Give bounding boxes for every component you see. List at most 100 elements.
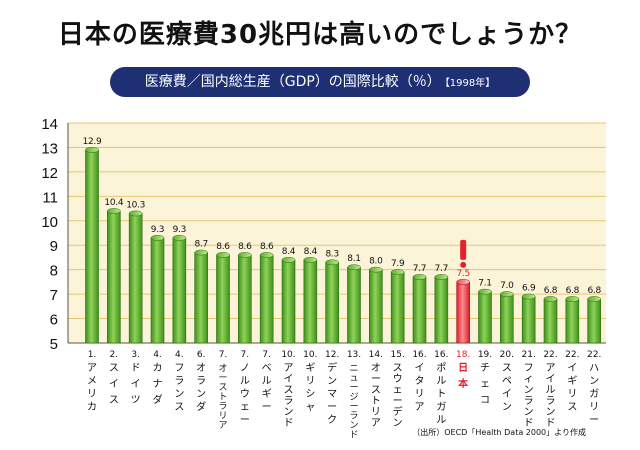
bar bbox=[543, 298, 558, 344]
x-category-char: ギ bbox=[262, 388, 272, 400]
bar-cap bbox=[434, 274, 449, 280]
chart-subtitle-year: 【1998年】 bbox=[444, 78, 496, 89]
x-rank-label: 20. bbox=[500, 350, 514, 360]
x-category-char: ノ bbox=[240, 363, 250, 374]
x-rank-label: 7. bbox=[262, 350, 271, 360]
x-category-char: ュ bbox=[349, 374, 358, 384]
x-category-char: デ bbox=[393, 405, 403, 418]
x-category-char: リ bbox=[567, 389, 577, 400]
x-category-char: ン bbox=[174, 389, 184, 400]
x-category-char: フ bbox=[174, 363, 184, 374]
bar-cap bbox=[150, 235, 165, 241]
x-category-char: シ bbox=[305, 389, 315, 400]
x-category-char: ン bbox=[524, 385, 534, 396]
x-category-char: ル bbox=[546, 385, 556, 396]
x-category-char: イ bbox=[415, 363, 425, 374]
x-category-char: リ bbox=[415, 389, 425, 400]
x-category-char: ー bbox=[349, 383, 358, 393]
x-category-char: ル bbox=[262, 376, 272, 387]
x-category-label: ベルギー bbox=[262, 362, 272, 413]
x-rank-label: 22. bbox=[587, 350, 601, 360]
x-rank-label: 10. bbox=[303, 350, 317, 360]
data-label: 7.7 bbox=[413, 264, 426, 274]
x-category-char: ダ bbox=[153, 393, 163, 406]
bar-cap bbox=[369, 266, 383, 273]
x-category-char: イ bbox=[109, 379, 119, 390]
x-rank-label: 15. bbox=[391, 350, 405, 360]
chart-subtitle-banner: 医療費／国内総生産（GDP）の国際比較（％） 【1998年】 bbox=[110, 67, 530, 97]
bar-cap bbox=[325, 259, 339, 266]
data-label: 7.0 bbox=[500, 281, 514, 291]
bar bbox=[565, 298, 580, 344]
x-category-label: イタリア bbox=[415, 363, 425, 413]
x-category-char: ア bbox=[284, 363, 294, 374]
x-rank-label: 22. bbox=[565, 350, 579, 360]
x-category-char: ポ bbox=[436, 362, 446, 374]
data-label: 7.9 bbox=[391, 259, 405, 269]
x-category-char: ェ bbox=[480, 379, 490, 390]
x-rank-label: 10. bbox=[281, 350, 295, 360]
x-category-char: ン bbox=[502, 402, 512, 413]
x-category-char: ス bbox=[567, 402, 577, 413]
bar-cap bbox=[259, 252, 274, 258]
x-category-char: ス bbox=[218, 383, 227, 393]
x-category-char: ン bbox=[546, 407, 556, 418]
x-category-char: ラ bbox=[196, 375, 206, 387]
x-category-char: オ bbox=[218, 363, 227, 374]
x-rank-label: 16. bbox=[434, 350, 448, 360]
x-rank-label: 4. bbox=[175, 350, 184, 360]
x-rank-label: 18. bbox=[456, 350, 470, 360]
x-category-label: オーストラリア bbox=[218, 363, 227, 431]
x-category-char: ン bbox=[393, 418, 403, 429]
x-category-char: ス bbox=[393, 363, 403, 374]
x-category-char: ン bbox=[524, 407, 534, 418]
bar-cap bbox=[107, 208, 121, 214]
x-rank-label: 21. bbox=[522, 350, 536, 360]
x-category-char: ア bbox=[415, 402, 425, 413]
x-category-char: ン bbox=[589, 376, 599, 387]
x-category-char: オ bbox=[371, 362, 381, 374]
x-category-char: ダ bbox=[196, 400, 206, 413]
data-label: 8.6 bbox=[216, 242, 230, 252]
x-rank-label: 16. bbox=[412, 350, 426, 360]
x-category-char: ラ bbox=[349, 411, 358, 422]
bar-cap bbox=[194, 249, 208, 256]
bar bbox=[587, 298, 601, 344]
x-category-char: ア bbox=[218, 421, 227, 431]
x-category-char: リ bbox=[218, 412, 227, 422]
bar bbox=[172, 237, 187, 344]
x-category-char: ジ bbox=[349, 393, 358, 403]
x-category-label: スウェーデン bbox=[393, 363, 403, 429]
x-category-char: ア bbox=[87, 363, 97, 374]
x-category-char: ン bbox=[196, 389, 206, 400]
x-category-char: ル bbox=[436, 415, 446, 426]
bar-cap bbox=[587, 296, 601, 302]
x-category-label: ノルウェー bbox=[240, 363, 250, 426]
x-category-char: ト bbox=[371, 396, 381, 407]
data-label: 7.1 bbox=[478, 279, 491, 289]
x-category-label: アメリカ bbox=[87, 363, 97, 413]
x-category-label: オランダ bbox=[196, 362, 206, 413]
bar-cap bbox=[347, 264, 361, 271]
bar bbox=[500, 293, 514, 344]
x-category-label: ギリシャ bbox=[305, 362, 315, 413]
x-category-label: ニュージーランド bbox=[349, 364, 358, 441]
data-label: 8.4 bbox=[304, 247, 318, 257]
x-category-label: フランス bbox=[174, 363, 184, 413]
x-category-char: ペ bbox=[502, 376, 512, 387]
y-tick-label: 8 bbox=[50, 263, 58, 280]
x-category-char: ス bbox=[109, 395, 119, 406]
x-category-char: ー bbox=[218, 374, 227, 384]
bar-cap bbox=[216, 252, 230, 258]
data-label: 10.4 bbox=[104, 198, 123, 208]
bar bbox=[456, 281, 470, 344]
bar-cap bbox=[303, 257, 318, 263]
x-category-label: アイルランド bbox=[546, 363, 556, 429]
x-category-label: ドイツ bbox=[131, 363, 141, 406]
x-category-char: ド bbox=[131, 363, 141, 374]
y-tick-label: 14 bbox=[41, 116, 58, 133]
x-category-char: ン bbox=[327, 376, 337, 387]
x-category-char: ー bbox=[262, 402, 272, 413]
y-tick-label: 10 bbox=[41, 214, 58, 231]
y-tick-label: 7 bbox=[50, 287, 58, 304]
